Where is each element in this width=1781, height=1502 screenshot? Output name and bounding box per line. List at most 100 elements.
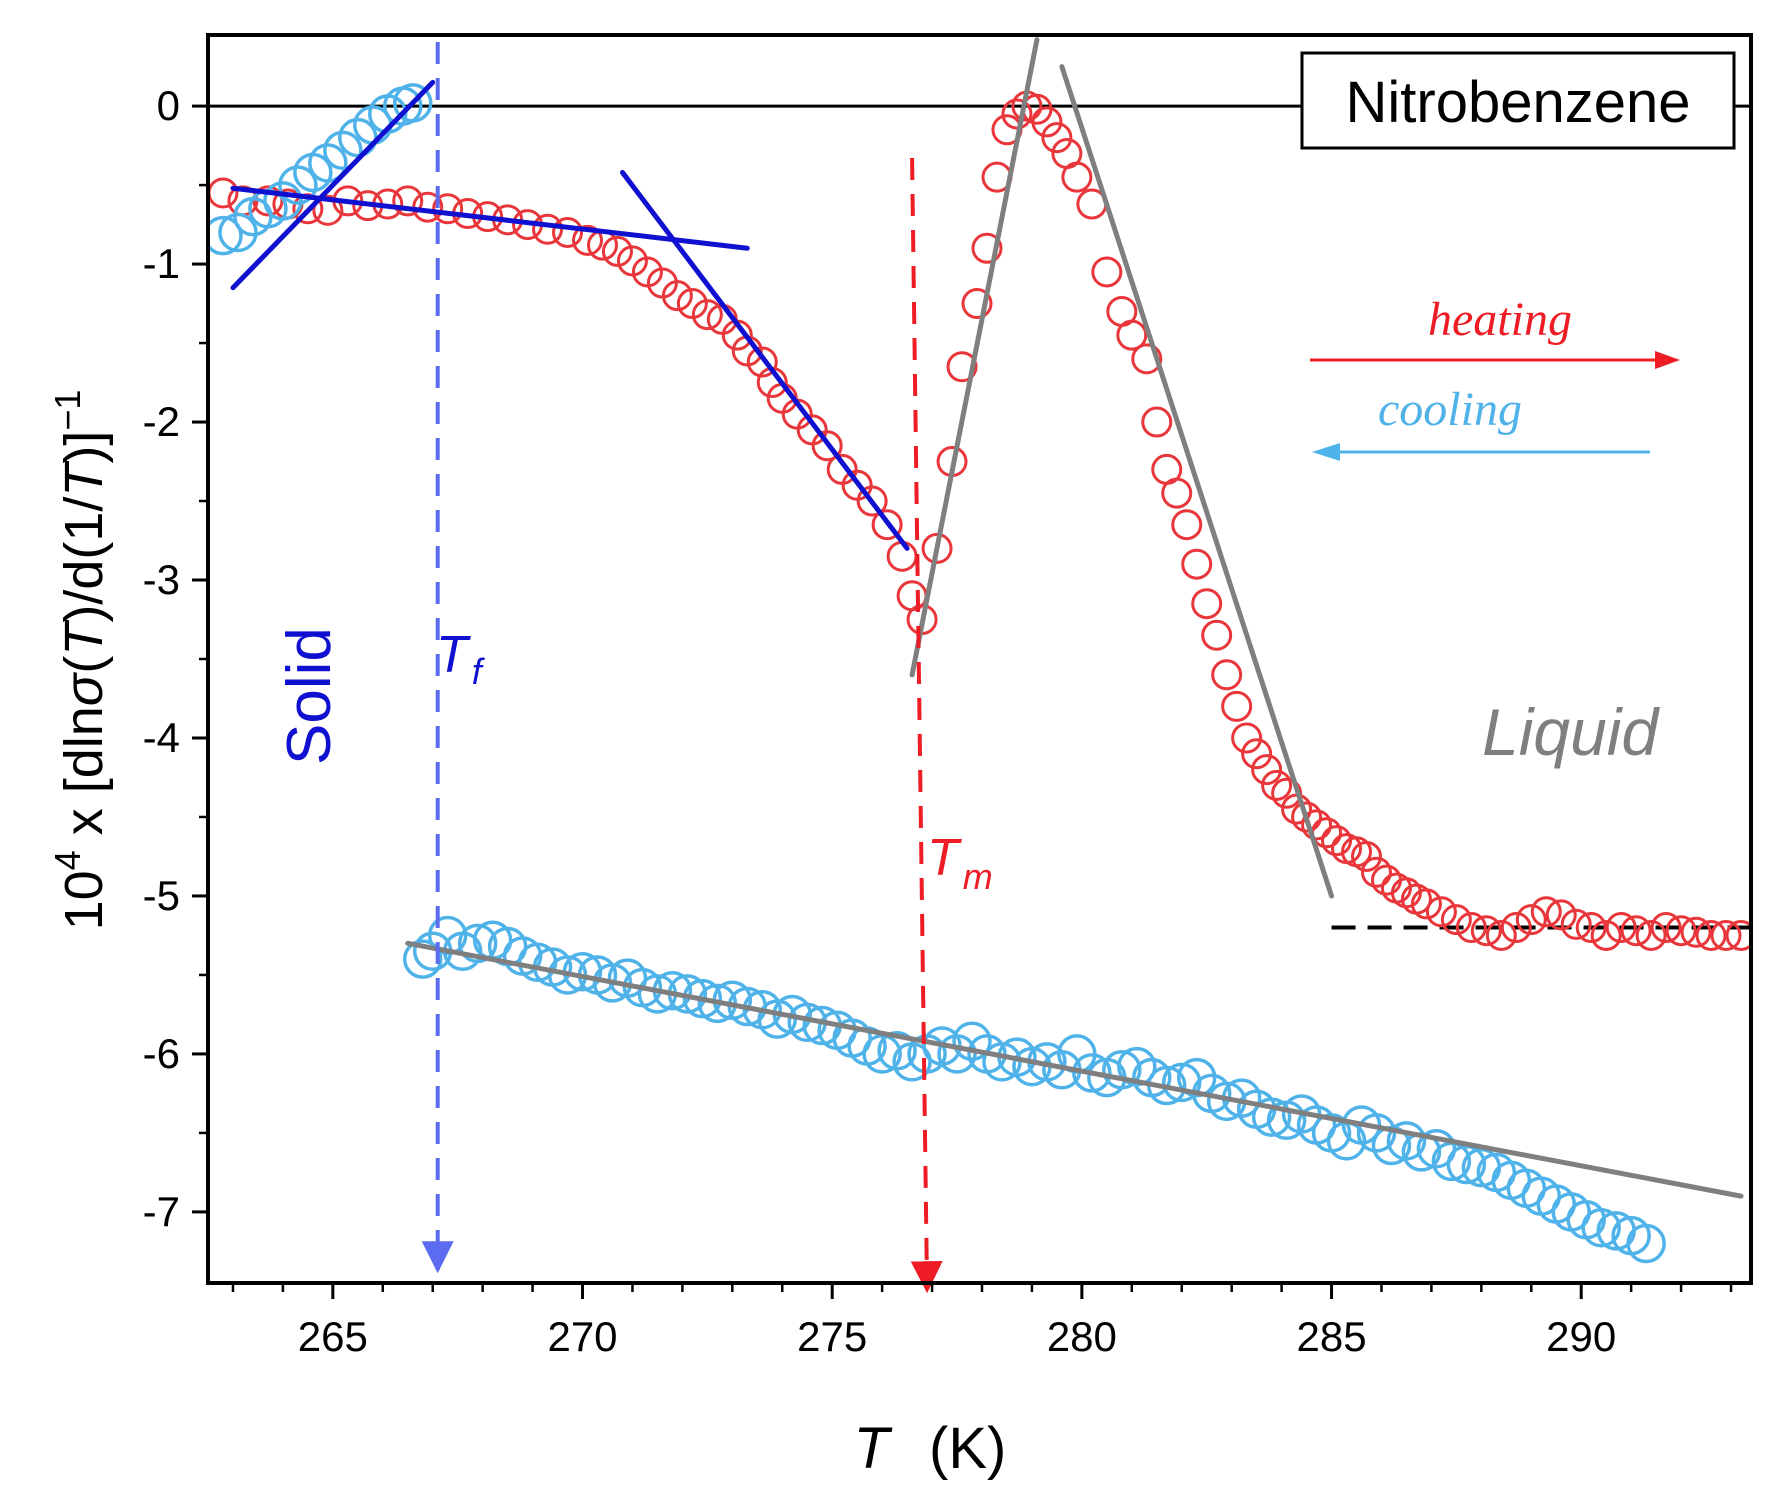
point-cooling [592, 963, 633, 1003]
point-heating [1695, 919, 1727, 951]
liquid-label: Liquid [1482, 695, 1660, 769]
point-heating [1181, 548, 1213, 580]
point-heating [1221, 690, 1253, 722]
y-tick-label: -2 [143, 398, 180, 445]
y-label-T2: T [54, 460, 114, 497]
tm-label-main: T [927, 829, 962, 887]
cool-solid-fit [230, 79, 436, 291]
point-heating [1635, 919, 1667, 951]
x-axis-label: T (K) [854, 1416, 1007, 1481]
point-heating [1261, 769, 1293, 801]
x-tick-label: 290 [1546, 1313, 1616, 1360]
point-heating [971, 232, 1003, 264]
point-heating [1590, 919, 1622, 951]
point-heating [1545, 899, 1577, 931]
tm-marker-line [910, 157, 943, 1294]
point-heating [961, 288, 993, 320]
point-cooling [937, 1034, 977, 1074]
cooling-fit [405, 940, 1744, 1199]
point-heating [1680, 916, 1712, 948]
point-cooling [682, 978, 723, 1019]
point-heating [1201, 619, 1233, 651]
y-tick-label: -1 [143, 240, 180, 287]
point-heating [1141, 406, 1173, 438]
melt-fall-fit [1059, 64, 1335, 899]
point-cooling [1176, 1057, 1217, 1098]
x-tick-label: 265 [298, 1313, 368, 1360]
point-heating [946, 351, 978, 383]
point-heating [1575, 912, 1607, 944]
series-heating [208, 90, 1751, 951]
x-axis-label-unit: (K) [929, 1416, 1006, 1481]
point-heating [1725, 919, 1751, 951]
point-heating [1560, 908, 1592, 940]
point-cooling [218, 212, 258, 253]
point-heating [1350, 840, 1382, 872]
point-heating [601, 235, 633, 267]
point-heating [1515, 904, 1547, 936]
y-label-T1: T [54, 619, 114, 656]
cooling-label: cooling [1378, 383, 1522, 436]
point-heating [1231, 722, 1263, 754]
y-tick-label: 0 [157, 82, 180, 129]
heating-label: heating [1428, 293, 1572, 346]
point-heating [811, 430, 843, 462]
point-heating [886, 540, 918, 572]
point-heating [871, 509, 903, 541]
point-cooling [263, 181, 303, 221]
plot-clip-group [208, 37, 1751, 1264]
point-cooling [392, 83, 433, 123]
point-heating [1485, 919, 1517, 951]
solid-label: Solid [275, 627, 344, 765]
point-heating [746, 346, 778, 378]
x-tick-label: 285 [1297, 1313, 1367, 1360]
point-cooling [323, 130, 363, 171]
y-tick-label: -7 [143, 1188, 180, 1235]
y-label-close: )] [54, 431, 114, 464]
point-heating [1410, 888, 1442, 920]
y-label-exp2: −1 [47, 390, 88, 431]
point-cooling [278, 165, 318, 205]
point-heating [1470, 915, 1502, 947]
point-heating [1425, 896, 1457, 928]
point-cooling [1626, 1223, 1666, 1264]
point-heating [1455, 912, 1487, 944]
point-cooling [1102, 1049, 1142, 1090]
point-heating [1291, 801, 1323, 833]
point-heating [1440, 904, 1472, 936]
point-heating [1191, 588, 1223, 620]
point-cooling [862, 1034, 902, 1074]
point-heating [1500, 912, 1532, 944]
point-cooling [208, 215, 243, 256]
y-label-sigma: σ [54, 671, 114, 706]
point-cooling [402, 939, 443, 979]
point-heating [1530, 896, 1562, 928]
point-heating [392, 185, 424, 217]
y-tick-label: -6 [143, 1030, 180, 1077]
point-heating [1116, 319, 1148, 351]
point-cooling [1251, 1097, 1292, 1137]
y-label-base: 10 [54, 870, 114, 930]
x-axis-label-var: T [854, 1416, 893, 1481]
point-heating [1605, 912, 1637, 944]
axes: 265 270 275 280 285 290 0 -1 -2 -3 -4 -5 -6 -7 [143, 33, 1753, 1360]
point-heating [1620, 915, 1652, 947]
point-heating [1251, 754, 1283, 786]
point-cooling [952, 1021, 992, 1062]
point-heating [1360, 856, 1392, 888]
x-tick-label: 275 [797, 1313, 867, 1360]
point-heating [1301, 809, 1333, 841]
point-heating [1171, 509, 1203, 541]
point-heating [312, 194, 344, 226]
point-cooling [308, 143, 348, 183]
heat-premelt-fit [619, 169, 910, 551]
y-label-mid: x [dln [54, 706, 114, 850]
y-label-mid2: )/d(1/ [54, 497, 114, 623]
y-tick-label: -5 [143, 872, 180, 919]
point-cooling [457, 923, 498, 964]
x-tick-label: 270 [547, 1313, 617, 1360]
y-axis-label: 104 x [dlnσ(T)/d(1/T)]−1 [47, 390, 114, 931]
point-heating [1131, 343, 1163, 375]
